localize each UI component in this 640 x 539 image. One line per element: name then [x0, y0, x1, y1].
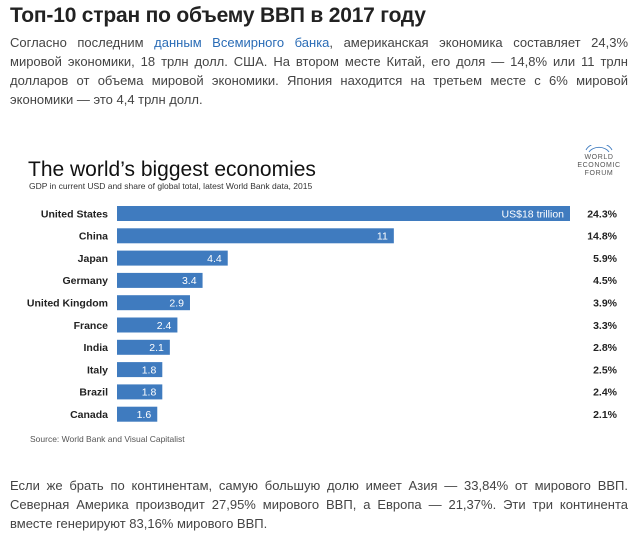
wef-logo: WORLD ECONOMIC FORUM: [577, 145, 620, 177]
category-label: Canada: [70, 409, 108, 421]
chart-subtitle: GDP in current USD and share of global t…: [29, 181, 312, 191]
bar-value-label: 1.8: [142, 387, 157, 399]
share-label: 14.8%: [587, 231, 617, 243]
share-label: 2.1%: [593, 409, 618, 421]
chart-title: The world’s biggest economies: [28, 158, 316, 181]
bar: [117, 250, 228, 266]
share-label: 2.4%: [593, 387, 618, 399]
intro-text-end: , американская экономика составляет 24,3…: [10, 35, 629, 107]
logo-line-1: WORLD: [584, 154, 613, 161]
category-label: Italy: [87, 364, 108, 376]
bar: [117, 295, 190, 311]
category-label: China: [79, 231, 108, 243]
outro-paragraph: Если же брать по континентам, самую боль…: [10, 478, 628, 531]
share-label: 3.3%: [593, 320, 618, 332]
bar: [117, 272, 203, 288]
logo-line-2: ECONOMIC: [577, 162, 620, 169]
bar-value-label: US$18 trillion: [502, 208, 565, 220]
bar: [117, 317, 178, 333]
logo-line-3: FORUM: [585, 170, 614, 177]
share-label: 3.9%: [593, 298, 618, 310]
bar-value-label: 1.8: [142, 364, 157, 376]
bar-value-label: 11: [377, 231, 388, 243]
bar-value-label: 2.4: [157, 320, 172, 332]
bar: [117, 406, 158, 422]
category-label: United States: [41, 208, 108, 220]
share-label: 24.3%: [587, 208, 617, 220]
share-label: 4.5%: [593, 275, 618, 287]
bar-value-label: 4.4: [207, 253, 222, 265]
share-label: 2.8%: [593, 342, 618, 354]
bar: [117, 362, 163, 378]
article-title: Топ-10 стран по объему ВВП в 2017 году: [10, 4, 426, 27]
bar-value-label: 2.1: [149, 342, 164, 354]
bar: [117, 384, 163, 400]
gdp-chart: The world’s biggest economies GDP in cur…: [27, 145, 620, 444]
bar: [117, 339, 170, 355]
bar-value-label: 2.9: [169, 298, 184, 310]
category-label: Brazil: [79, 387, 108, 399]
category-label: Germany: [62, 275, 108, 287]
bar-value-label: 3.4: [182, 275, 197, 287]
wef-logo-arc-icon: [585, 145, 613, 153]
bar: [117, 206, 570, 221]
bar-value-label: 1.6: [137, 409, 152, 421]
share-label: 5.9%: [593, 253, 618, 265]
bar-group: United States US$18 trillion 24.3% China 11 1…: [27, 206, 618, 422]
bar: [117, 228, 394, 244]
world-bank-link[interactable]: данным Всемирного банка: [154, 35, 330, 50]
intro-paragraph: Согласно последним данным Всемирного бан…: [10, 33, 628, 109]
category-label: France: [74, 320, 109, 332]
chart-source: Source: World Bank and Visual Capitalist: [30, 434, 185, 444]
share-label: 2.5%: [593, 364, 618, 376]
intro-text-start: Согласно последним: [10, 35, 155, 50]
category-label: India: [83, 342, 108, 354]
category-label: Japan: [78, 253, 108, 265]
category-label: United Kingdom: [27, 298, 108, 310]
